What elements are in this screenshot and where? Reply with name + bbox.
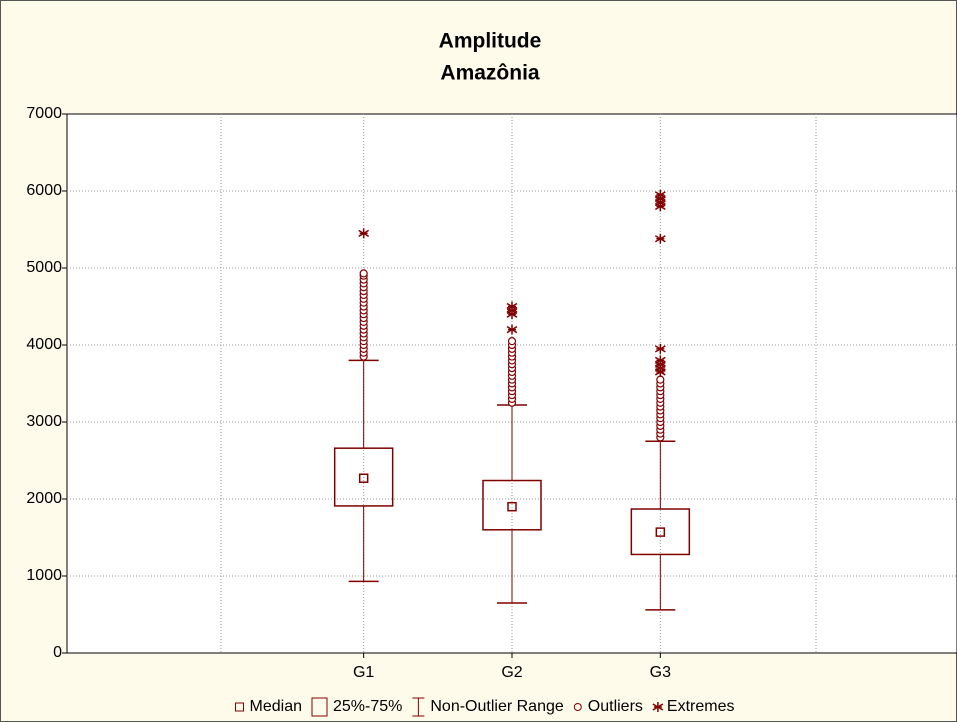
- legend-label: 25%-75%: [333, 698, 402, 715]
- box: [630, 508, 691, 556]
- legend-item: Median: [235, 698, 302, 715]
- x-tick-label: G3: [650, 664, 671, 681]
- median: [358, 473, 369, 483]
- y-tick-label: 4000: [26, 336, 62, 353]
- legend-label: Extremes: [667, 698, 735, 715]
- outlier: [359, 269, 368, 278]
- y-tick-label: 5000: [26, 259, 62, 276]
- y-tick-label: 2000: [26, 490, 62, 507]
- legend-item: Non-Outlier Range: [412, 697, 564, 717]
- chart-title: Amplitude: [439, 30, 542, 53]
- y-tick-label: 0: [53, 644, 62, 661]
- legend-item: Outliers: [573, 698, 643, 715]
- median: [655, 527, 666, 537]
- extreme: [506, 324, 518, 335]
- extreme: [654, 355, 666, 366]
- legend-item: Extremes: [652, 698, 735, 715]
- extreme: [654, 343, 666, 354]
- chart-subtitle: Amazônia: [440, 62, 540, 85]
- x-tick-label: G2: [501, 664, 522, 681]
- outlier: [656, 375, 665, 384]
- extreme: [654, 233, 666, 244]
- y-tick-label: 3000: [26, 413, 62, 430]
- legend-label: Non-Outlier Range: [430, 698, 564, 715]
- extreme: [506, 301, 518, 312]
- legend-icon: [573, 703, 582, 711]
- box: [333, 447, 394, 507]
- legend-label: Outliers: [588, 698, 643, 715]
- outlier: [507, 337, 517, 346]
- box: [482, 479, 542, 531]
- legend-item: 25%-75%: [311, 697, 402, 717]
- y-tick-label: 7000: [26, 105, 62, 122]
- median: [507, 501, 517, 512]
- legend-label: Median: [250, 698, 302, 715]
- y-tick-label: 6000: [26, 182, 62, 199]
- extreme: [358, 228, 370, 239]
- y-tick-label: 1000: [26, 567, 62, 584]
- x-tick-label: G1: [353, 664, 374, 681]
- legend-icon: [311, 697, 328, 717]
- legend: Median 25%-75% Non-Outlier Range Outliers Ex…: [235, 697, 735, 717]
- legend-icon: [235, 702, 245, 712]
- extreme: [654, 189, 666, 200]
